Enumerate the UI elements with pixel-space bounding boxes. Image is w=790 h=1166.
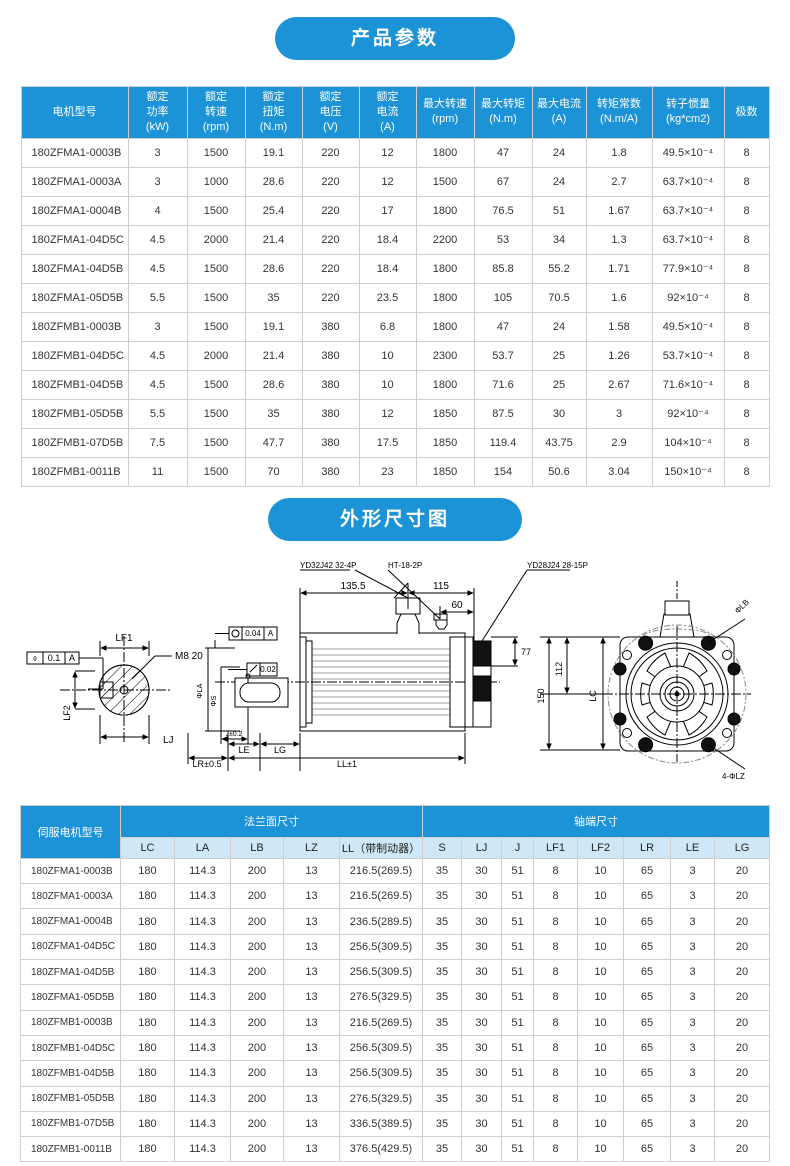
- svg-text:0.1: 0.1: [48, 653, 61, 663]
- svg-text:A: A: [268, 629, 274, 638]
- svg-text:115: 115: [433, 581, 449, 592]
- svg-text:M8 20: M8 20: [175, 651, 203, 662]
- svg-text:112: 112: [554, 662, 564, 676]
- svg-text:LR±0.5: LR±0.5: [193, 759, 222, 769]
- svg-text:4-ΦLZ: 4-ΦLZ: [722, 772, 745, 779]
- svg-text:LE: LE: [238, 745, 249, 755]
- svg-text:ΦLA: ΦLA: [195, 683, 204, 698]
- svg-text:0.02: 0.02: [260, 665, 276, 674]
- svg-text:YD32J42 32-4P: YD32J42 32-4P: [300, 561, 356, 570]
- svg-text:77: 77: [521, 647, 531, 657]
- svg-text:HT-18-2P: HT-18-2P: [388, 561, 422, 570]
- svg-text:LF2: LF2: [62, 705, 72, 721]
- svg-text:ΦLB: ΦLB: [733, 597, 751, 615]
- svg-text:LG: LG: [274, 745, 286, 755]
- svg-text:⌽: ⌽: [32, 653, 37, 663]
- svg-text:LC: LC: [588, 690, 598, 702]
- svg-text:LJ: LJ: [163, 735, 174, 746]
- svg-text:LF1: LF1: [115, 633, 133, 644]
- svg-text:60: 60: [451, 600, 463, 611]
- svg-text:LL±1: LL±1: [337, 759, 357, 769]
- svg-text:150: 150: [536, 688, 546, 703]
- svg-text:135.5: 135.5: [340, 581, 365, 592]
- svg-text:ΦS: ΦS: [209, 695, 218, 706]
- svg-text:YD28J24 28-15P: YD28J24 28-15P: [527, 561, 588, 570]
- svg-text:0.04: 0.04: [245, 629, 261, 638]
- svg-text:A: A: [69, 653, 75, 663]
